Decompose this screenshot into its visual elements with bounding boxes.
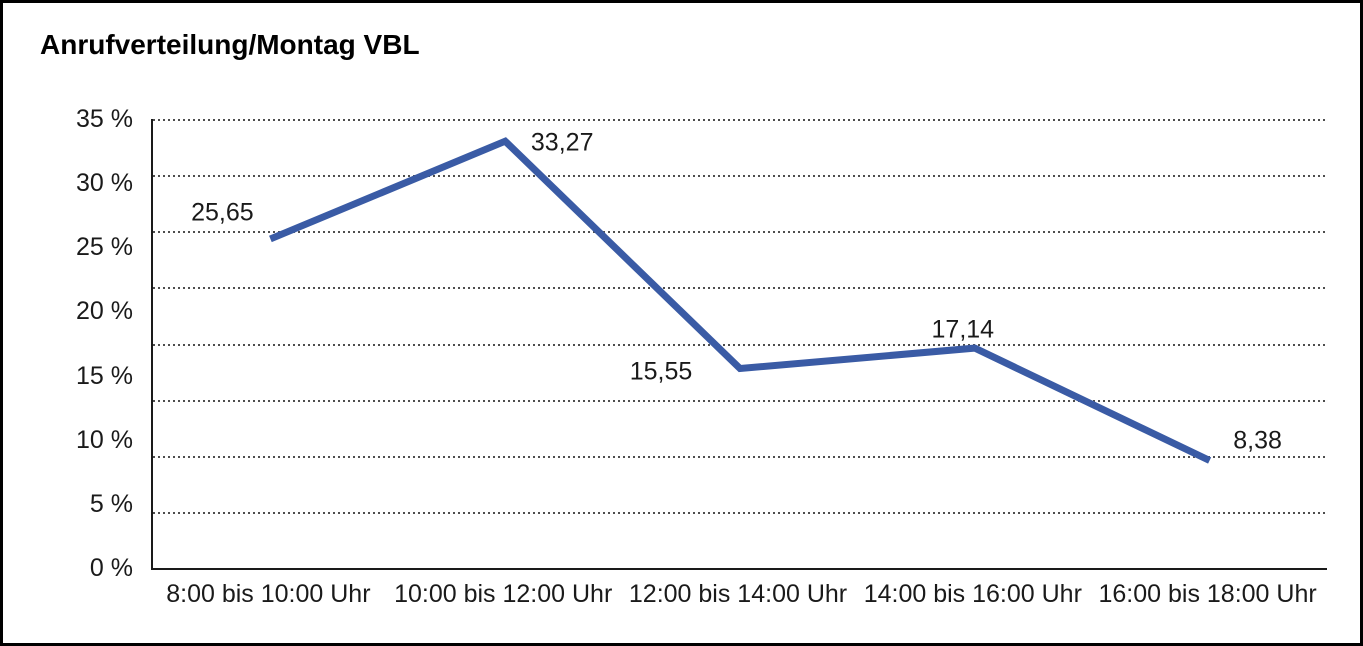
x-axis-tick-label: 12:00 bis 14:00 Uhr bbox=[628, 580, 848, 608]
data-point-label: 25,65 bbox=[191, 198, 254, 227]
data-line bbox=[269, 137, 1212, 464]
y-axis-tick-label: 20 % bbox=[76, 297, 133, 326]
data-point-label: 33,27 bbox=[530, 128, 594, 157]
plot-area: 25,65 33,27 15,55 17,14 8,38 bbox=[151, 119, 1327, 570]
line-series-svg bbox=[269, 137, 1212, 464]
y-axis: 35 % 30 % 25 % 20 % 15 % 10 % 5 % 0 % bbox=[3, 105, 135, 582]
x-axis: 8:00 bis 10:00 Uhr 10:00 bis 12:00 Uhr 12:… bbox=[151, 580, 1325, 614]
x-axis-tick-label: 14:00 bis 16:00 Uhr bbox=[863, 580, 1082, 608]
y-axis-tick-label: 10 % bbox=[76, 425, 133, 454]
data-point-label: 17,14 bbox=[931, 315, 995, 344]
x-axis-tick-label: 10:00 bis 12:00 Uhr bbox=[394, 580, 613, 608]
x-axis-tick-label: 8:00 bis 10:00 Uhr bbox=[166, 580, 371, 608]
data-point-label: 8,38 bbox=[1233, 426, 1282, 455]
chart-title: Anrufverteilung/Montag VBL bbox=[40, 29, 420, 60]
y-axis-tick-label: 30 % bbox=[76, 169, 133, 198]
y-axis-tick-label: 35 % bbox=[76, 105, 133, 133]
y-axis-tick-label: 0 % bbox=[89, 554, 133, 582]
y-axis-tick-label: 15 % bbox=[76, 361, 133, 390]
y-axis-tick-label: 25 % bbox=[76, 233, 133, 262]
y-axis-tick-label: 5 % bbox=[89, 489, 133, 518]
data-point-label: 15,55 bbox=[629, 357, 693, 386]
x-axis-tick-label: 16:00 bis 18:00 Uhr bbox=[1098, 580, 1317, 608]
